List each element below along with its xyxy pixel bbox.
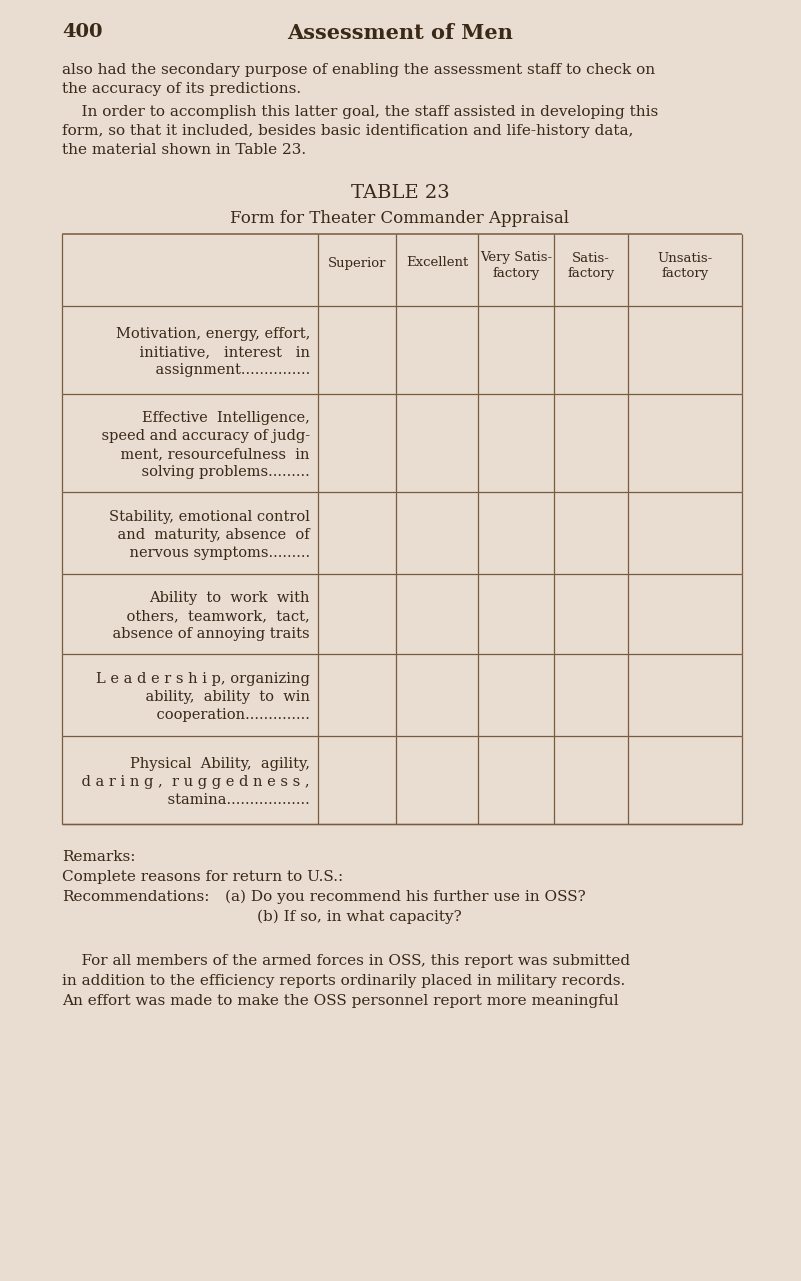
Text: Ability  to  work  with: Ability to work with: [150, 591, 310, 605]
Text: Motivation, energy, effort,: Motivation, energy, effort,: [115, 327, 310, 341]
Text: Superior: Superior: [328, 256, 386, 269]
Text: also had the secondary purpose of enabling the assessment staff to check on: also had the secondary purpose of enabli…: [62, 63, 655, 77]
Text: the material shown in Table 23.: the material shown in Table 23.: [62, 143, 306, 158]
Text: An effort was made to make the OSS personnel report more meaningful: An effort was made to make the OSS perso…: [62, 994, 618, 1008]
Text: In order to accomplish this latter goal, the staff assisted in developing this: In order to accomplish this latter goal,…: [62, 105, 658, 119]
Text: TABLE 23: TABLE 23: [351, 184, 449, 202]
Text: stamina..................: stamina..................: [149, 793, 310, 807]
Text: form, so that it included, besides basic identification and life-history data,: form, so that it included, besides basic…: [62, 124, 634, 138]
Text: Excellent: Excellent: [406, 256, 468, 269]
Text: factory: factory: [493, 268, 540, 281]
Text: 400: 400: [62, 23, 103, 41]
Text: speed and accuracy of judg-: speed and accuracy of judg-: [83, 429, 310, 443]
Text: Satis-: Satis-: [572, 251, 610, 264]
Text: Form for Theater Commander Appraisal: Form for Theater Commander Appraisal: [231, 210, 570, 227]
Text: (a) Do you recommend his further use in OSS?: (a) Do you recommend his further use in …: [225, 890, 586, 904]
Text: (b) If so, in what capacity?: (b) If so, in what capacity?: [257, 910, 461, 925]
Text: others,  teamwork,  tact,: others, teamwork, tact,: [108, 608, 310, 623]
Text: Unsatis-: Unsatis-: [658, 251, 713, 264]
Text: Physical  Ability,  agility,: Physical Ability, agility,: [130, 757, 310, 771]
Text: L e a d e r s h i p, organizing: L e a d e r s h i p, organizing: [96, 673, 310, 687]
Text: For all members of the armed forces in OSS, this report was submitted: For all members of the armed forces in O…: [62, 954, 630, 968]
Text: Assessment of Men: Assessment of Men: [287, 23, 513, 44]
Text: Complete reasons for return to U.S.:: Complete reasons for return to U.S.:: [62, 870, 344, 884]
Text: Remarks:: Remarks:: [62, 851, 135, 863]
Text: Very Satis-: Very Satis-: [480, 251, 552, 264]
Text: cooperation..............: cooperation..............: [138, 708, 310, 722]
Text: ment, resourcefulness  in: ment, resourcefulness in: [103, 447, 310, 461]
Text: solving problems.........: solving problems.........: [123, 465, 310, 479]
Text: and  maturity, absence  of: and maturity, absence of: [99, 528, 310, 542]
Text: ability,  ability  to  win: ability, ability to win: [127, 690, 310, 705]
Text: in addition to the efficiency reports ordinarily placed in military records.: in addition to the efficiency reports or…: [62, 974, 626, 988]
Text: absence of annoying traits: absence of annoying traits: [95, 626, 310, 640]
Text: the accuracy of its predictions.: the accuracy of its predictions.: [62, 82, 301, 96]
Text: Stability, emotional control: Stability, emotional control: [109, 510, 310, 524]
Text: Recommendations:: Recommendations:: [62, 890, 210, 904]
Text: factory: factory: [567, 268, 614, 281]
Text: nervous symptoms.........: nervous symptoms.........: [111, 546, 310, 560]
Text: Effective  Intelligence,: Effective Intelligence,: [142, 411, 310, 425]
Text: factory: factory: [662, 268, 709, 281]
Text: d a r i n g ,  r u g g e d n e s s ,: d a r i n g , r u g g e d n e s s ,: [63, 775, 310, 789]
Text: initiative,   interest   in: initiative, interest in: [121, 345, 310, 359]
Text: assignment...............: assignment...............: [137, 363, 310, 377]
